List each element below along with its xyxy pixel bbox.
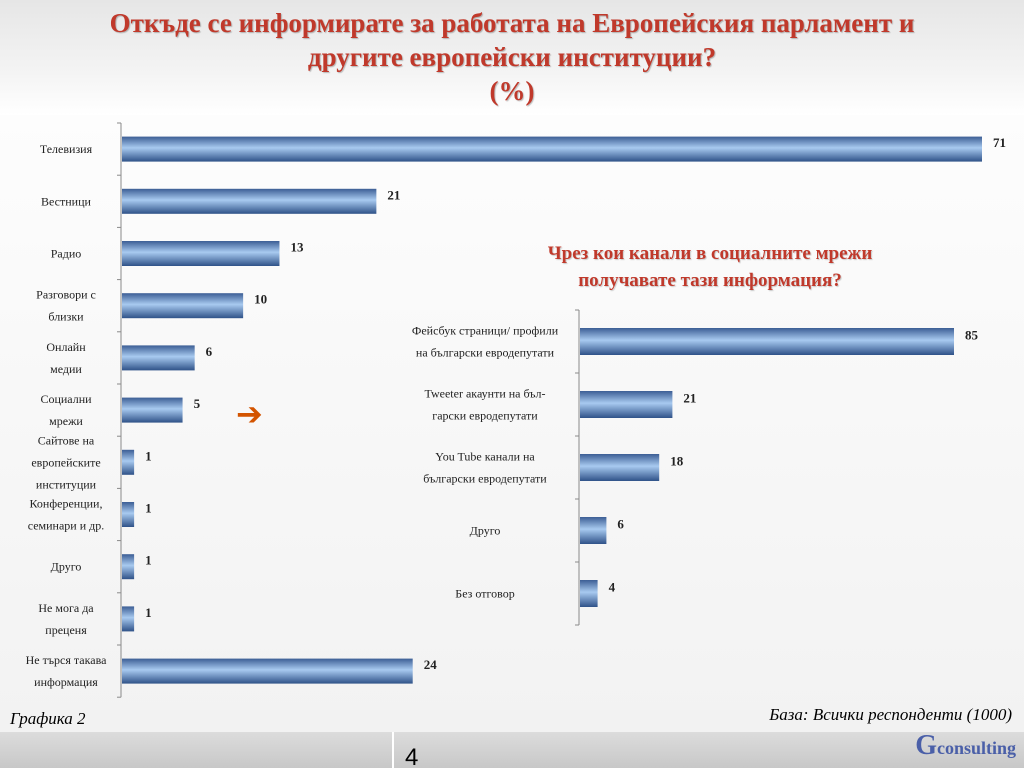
main-value-label: 1 (145, 448, 152, 463)
social-bar (580, 391, 673, 418)
main-value-label: 1 (145, 553, 152, 568)
social-category-label: Друго (470, 524, 501, 538)
sub-title-line-1: Чрез кои канали в социалните мрежи (547, 243, 873, 264)
main-bar (122, 345, 195, 371)
social-bar (580, 328, 954, 355)
main-value-label: 1 (145, 605, 152, 620)
main-value-label: 71 (993, 135, 1006, 150)
social-value-label: 21 (683, 391, 696, 406)
main-category-label: Телевизия (40, 142, 93, 156)
brand-logo: Gconsulting (915, 730, 1016, 762)
social-category-label: Без отговор (455, 587, 514, 601)
main-bar (122, 658, 413, 684)
main-bar (122, 502, 135, 527)
page-number: 4 (405, 744, 419, 771)
social-category-label: Tweeter акаунти на бъл-гарски евродепута… (425, 387, 546, 423)
header-band (0, 0, 1024, 115)
footer-band (0, 732, 1024, 768)
social-value-label: 4 (609, 580, 616, 595)
social-bar (580, 454, 660, 481)
main-category-label: Сайтове на европейските институции (31, 433, 100, 491)
social-category-label: You Tube канали на български евродепутати (423, 450, 547, 486)
social-value-label: 85 (965, 328, 979, 343)
title-unit: (%) (489, 76, 535, 106)
main-value-label: 21 (387, 187, 400, 202)
main-value-label: 6 (206, 344, 213, 359)
brand-initial: G (915, 730, 937, 761)
main-value-label: 5 (194, 396, 201, 411)
main-category-label: Разговори с близки (36, 288, 96, 324)
social-bar (580, 517, 607, 544)
main-category-label: Социални мрежи (40, 392, 92, 428)
main-bar-chart: 71 Телевизия 21 Вестници 13 Радио 10 Разговори … (26, 122, 1006, 698)
social-value-label: 6 (617, 517, 624, 532)
page-title: Откъде се информирате за работата на Евр… (60, 6, 964, 108)
title-line-1: Откъде се информирате за работата на Евр… (109, 8, 915, 38)
arrow-right-icon: ➔ (236, 395, 263, 433)
sub-chart-title: Чрез кои канали в социалните мрежи получ… (470, 240, 950, 294)
main-bar (122, 293, 244, 319)
main-bar (122, 188, 377, 214)
main-bar (122, 554, 135, 580)
main-category-label: Не търся такава информация (26, 653, 107, 689)
social-bar-chart: 85 Фейсбук страници/ профили на български … (412, 309, 979, 626)
main-bar (122, 136, 982, 162)
main-bar (122, 449, 135, 475)
main-category-label: Онлайн медии (46, 340, 86, 376)
brand-name: consulting (936, 738, 1016, 758)
main-bar (122, 606, 135, 632)
footer-divider (392, 732, 394, 768)
social-value-label: 18 (670, 454, 684, 469)
social-category-label: Фейсбук страници/ профили на български ев… (412, 324, 559, 360)
main-value-label: 13 (290, 240, 304, 255)
main-bar (122, 241, 280, 266)
main-value-label: 24 (424, 657, 438, 672)
main-category-label: Конференции, семинари и др. (28, 497, 105, 533)
social-bar (580, 580, 598, 607)
main-value-label: 1 (145, 501, 152, 516)
title-line-2: другите европейски институции? (307, 42, 717, 72)
base-label: База: Всички респонденти (1000) (769, 705, 1012, 724)
sub-title-line-2: получавате тази информация? (578, 270, 842, 291)
chart-panel (0, 115, 1024, 732)
graph-label: Графика 2 (10, 709, 86, 728)
main-category-label: Друго (51, 560, 82, 574)
main-category-label: Вестници (41, 194, 91, 208)
main-category-label: Радио (51, 247, 82, 261)
main-category-label: Не мога да преценя (38, 601, 94, 637)
main-value-label: 10 (254, 292, 267, 307)
main-bar (122, 397, 183, 423)
